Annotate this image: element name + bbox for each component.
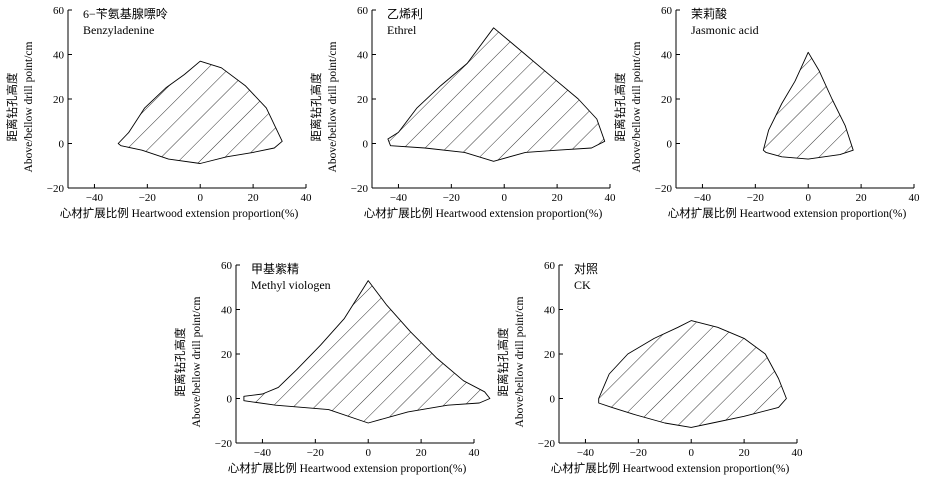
x-tick-label: −40: [694, 192, 712, 204]
x-tick-label: 0: [365, 447, 371, 459]
x-tick-label: 20: [856, 192, 868, 204]
x-axis-label: 心材扩展比例 Heartwood extension proportion(%): [551, 461, 790, 475]
y-axis-label-en: Above/bellow drill point/cm: [191, 296, 203, 427]
x-axis-label: 心材扩展比例 Heartwood extension proportion(%): [60, 206, 299, 220]
chart-title-en: Ethrel: [387, 23, 417, 37]
chart-title-en: Methyl viologen: [251, 278, 331, 292]
y-axis-label-en: Above/bellow drill point/cm: [631, 41, 643, 172]
x-axis-label: 心材扩展比例 Heartwood extension proportion(%): [668, 206, 907, 220]
y-tick-label: 60: [357, 5, 369, 17]
y-tick-label: 0: [667, 139, 673, 151]
x-tick-label: 40: [469, 447, 481, 459]
x-tick-label: 0: [805, 192, 811, 204]
x-tick-label: 0: [688, 447, 694, 459]
y-tick-label: −20: [351, 183, 369, 195]
heartwood-area: [243, 280, 491, 424]
x-tick-label: 0: [197, 192, 203, 204]
x-tick-label: −20: [630, 447, 648, 459]
y-tick-label: 40: [544, 305, 556, 317]
x-tick-label: 20: [552, 192, 564, 204]
heartwood-area: [762, 51, 854, 160]
y-tick-label: 20: [661, 94, 673, 106]
x-axis-label: 心材扩展比例 Heartwood extension proportion(%): [364, 206, 603, 220]
y-tick-label: 20: [53, 94, 65, 106]
chart-panel-1: −40 −20 0 20 40 −20 0 20 40 60 6−苄氨基腺嘌呤 Benzyladeni…: [5, 5, 312, 220]
y-axis-label-en: Above/bellow drill point/cm: [327, 41, 339, 172]
x-tick-label: −40: [254, 447, 272, 459]
x-tick-label: −20: [307, 447, 325, 459]
x-tick-label: −20: [747, 192, 765, 204]
x-tick-label: 40: [605, 192, 617, 204]
x-tick-label: 40: [301, 192, 313, 204]
y-tick-label: 20: [544, 349, 556, 361]
x-axis-label: 心材扩展比例 Heartwood extension proportion(%): [228, 461, 467, 475]
heartwood-area: [117, 60, 283, 164]
chart-panel-2: −40 −20 0 20 40 −20 0 20 40 60 乙烯利 Ethrel 心材扩展比例 Hea…: [309, 5, 616, 220]
y-tick-label: 0: [550, 394, 556, 406]
y-axis-label-en: Above/bellow drill point/cm: [23, 41, 35, 172]
y-tick-label: −20: [538, 438, 556, 450]
x-tick-label: −40: [86, 192, 104, 204]
chart-panel-4: −40 −20 0 20 40 −20 0 20 40 60 甲基紫精 Methyl viologen…: [173, 260, 491, 475]
y-tick-label: 40: [53, 50, 65, 62]
x-tick-label: 20: [248, 192, 260, 204]
y-tick-label: 60: [661, 5, 673, 17]
y-axis-label-cn: 距离钻孔高度: [5, 72, 19, 141]
heartwood-area: [598, 320, 787, 428]
heartwood-area: [387, 27, 606, 162]
y-tick-label: 60: [544, 260, 556, 272]
chart-title-cn: 6−苄氨基腺嘌呤: [83, 6, 168, 21]
y-tick-label: 0: [227, 394, 233, 406]
chart-panel-3: −40 −20 0 20 40 −20 0 20 40 60 茉莉酸 Jasmonic acid 心材扩…: [613, 5, 920, 220]
y-tick-label: 60: [53, 5, 65, 17]
y-tick-label: 40: [221, 305, 233, 317]
y-tick-label: −20: [47, 183, 65, 195]
y-tick-label: 20: [357, 94, 369, 106]
chart-title-en: Benzyladenine: [83, 23, 154, 37]
y-axis-label-cn: 距离钻孔高度: [173, 327, 187, 396]
chart-title-cn: 对照: [574, 262, 598, 276]
x-tick-label: 20: [416, 447, 428, 459]
chart-title-en: CK: [574, 278, 591, 292]
y-axis-label-cn: 距离钻孔高度: [496, 327, 510, 396]
chart-title-cn: 乙烯利: [387, 7, 423, 21]
chart-title-cn: 甲基紫精: [251, 262, 299, 276]
y-tick-label: 60: [221, 260, 233, 272]
chart-title-cn: 茉莉酸: [691, 6, 727, 21]
y-tick-label: 40: [357, 50, 369, 62]
y-tick-label: 0: [363, 139, 369, 151]
x-tick-label: −40: [390, 192, 408, 204]
x-tick-label: 40: [792, 447, 804, 459]
x-tick-label: 0: [501, 192, 507, 204]
x-tick-label: 20: [739, 447, 751, 459]
chart-title-en: Jasmonic acid: [691, 23, 759, 37]
y-axis-label-cn: 距离钻孔高度: [309, 72, 323, 141]
x-tick-label: −20: [139, 192, 157, 204]
y-tick-label: −20: [215, 438, 233, 450]
y-tick-label: 0: [59, 139, 65, 151]
chart-panel-5: −40 −20 0 20 40 −20 0 20 40 60 对照 CK 心材扩展比例 Heartwoo…: [496, 260, 803, 475]
y-tick-label: −20: [655, 183, 673, 195]
x-tick-label: −20: [443, 192, 461, 204]
y-axis-label-cn: 距离钻孔高度: [613, 72, 627, 141]
y-tick-label: 40: [661, 50, 673, 62]
x-tick-label: −40: [577, 447, 595, 459]
y-tick-label: 20: [221, 349, 233, 361]
y-axis-label-en: Above/bellow drill point/cm: [514, 296, 526, 427]
x-tick-label: 40: [909, 192, 921, 204]
